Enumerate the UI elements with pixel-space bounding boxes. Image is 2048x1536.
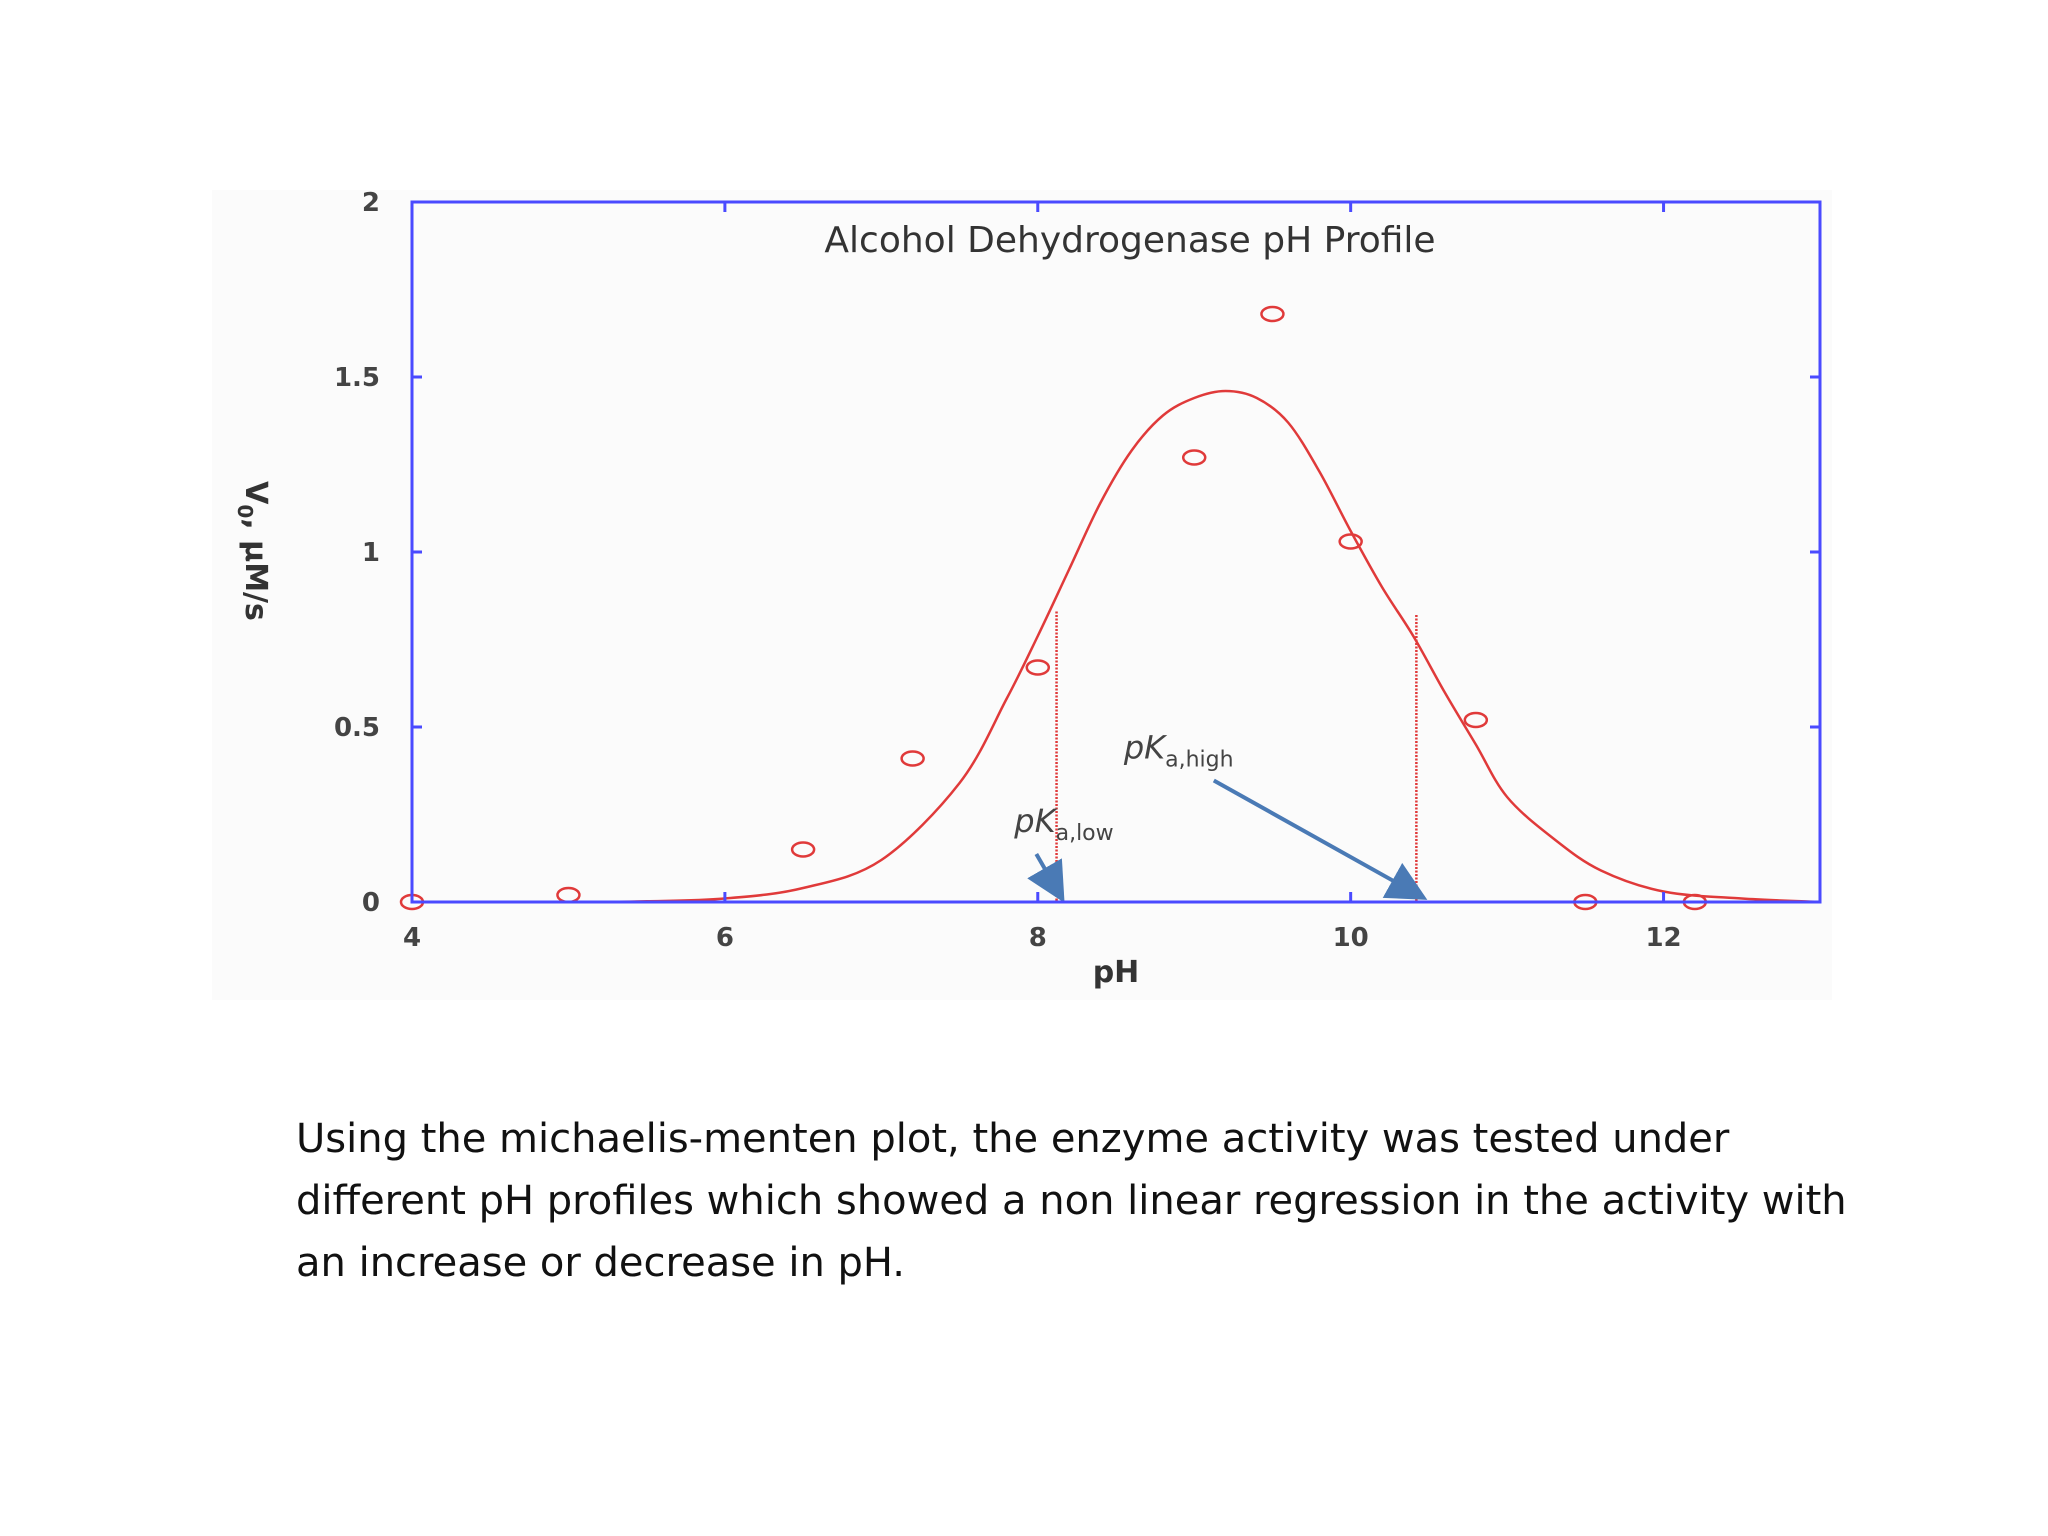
plot-background (212, 190, 1832, 1000)
fit-curve (490, 389, 1821, 904)
data-point (1025, 659, 1051, 676)
fit-curve-layer (490, 389, 1821, 904)
data-point (1260, 305, 1285, 323)
pka-low-label: pKa,low (1013, 802, 1113, 846)
y-tick-label: 1.5 (334, 363, 380, 393)
pka-low-arrow (1027, 853, 1065, 903)
pka-high-arrow (1212, 778, 1428, 900)
y-tick-label: 0 (362, 888, 380, 918)
pka-low-label-sub: a,low (1056, 821, 1114, 846)
data-point (1463, 711, 1489, 729)
data-point (1181, 449, 1207, 466)
pka-low-label-main: pK (1013, 802, 1058, 840)
x-tick-label: 10 (1333, 923, 1369, 953)
data-point (900, 750, 925, 767)
x-tick-label: 12 (1645, 923, 1681, 953)
y-axis-label: V0, μM/s (233, 481, 273, 621)
x-tick-label: 4 (403, 923, 421, 953)
pka-high-label-sub: a,high (1165, 748, 1233, 773)
x-tick-label: 8 (1029, 923, 1047, 953)
x-axis-label: pH (1093, 955, 1140, 990)
y-tick-label: 0.5 (334, 713, 380, 743)
chart-title: Alcohol Dehydrogenase pH Profile (824, 220, 1435, 261)
y-axis-label-unit: , μM/s (238, 518, 273, 621)
y-axis-label-sub: 0 (233, 504, 257, 518)
ticks-layer: 4 6 8 10 12 0 0.5 1 1.5 2 (334, 188, 1820, 953)
pka-high-label: pKa,high (1123, 729, 1234, 773)
x-tick-label: 6 (716, 923, 734, 953)
data-point (790, 841, 816, 858)
y-tick-label: 2 (362, 188, 380, 218)
caption-text: Using the michaelis-menten plot, the enz… (296, 1116, 1847, 1286)
y-axis-label-main: V (238, 481, 273, 505)
data-point (1338, 533, 1363, 550)
y-tick-label: 1 (362, 538, 380, 568)
pka-high-label-main: pK (1123, 729, 1168, 767)
